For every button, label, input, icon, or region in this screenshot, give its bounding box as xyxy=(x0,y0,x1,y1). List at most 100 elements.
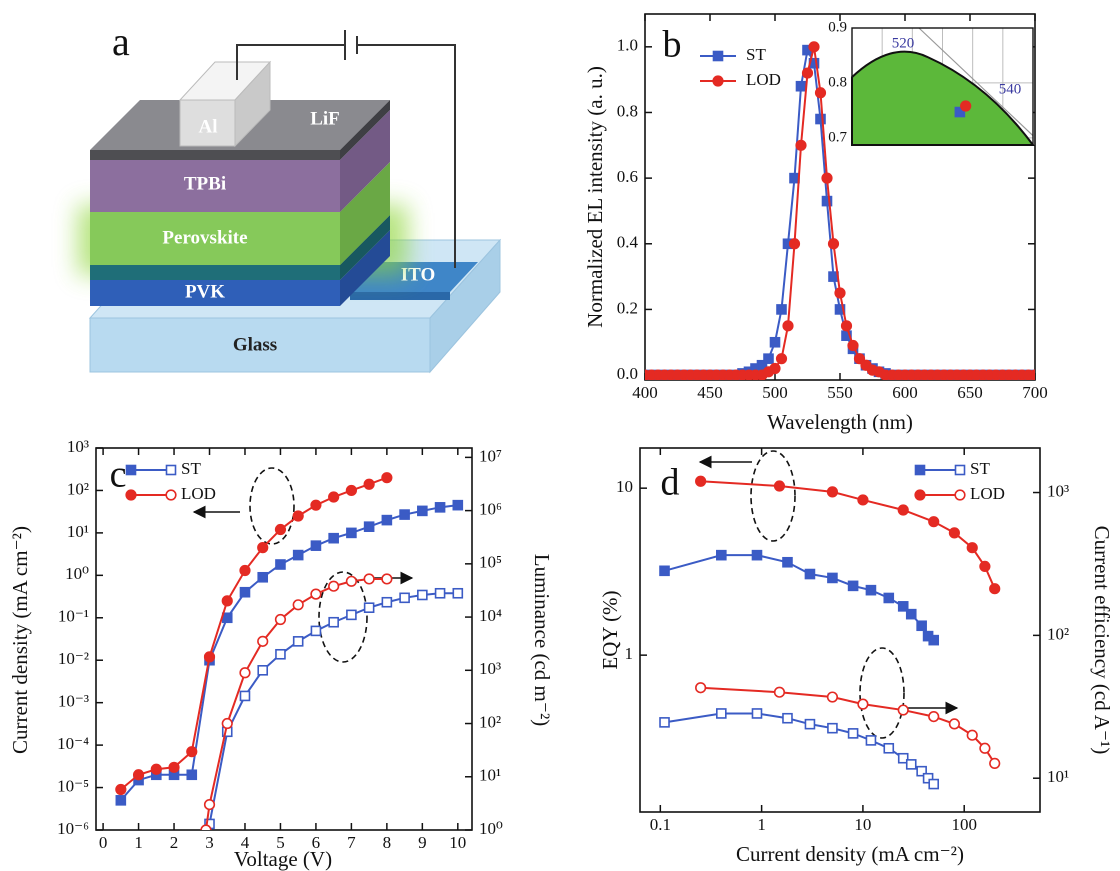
data-point xyxy=(716,549,727,561)
series-line xyxy=(120,476,388,791)
data-point xyxy=(922,772,934,784)
data-point xyxy=(434,502,446,513)
purity-line xyxy=(918,27,1034,137)
data-point xyxy=(257,542,269,554)
data-point xyxy=(328,532,339,544)
x-tick-label: 0.1 xyxy=(650,815,671,834)
pvk-front xyxy=(90,280,340,306)
data-point xyxy=(328,580,340,592)
y-tick-label: 10⁻⁴ xyxy=(57,734,89,753)
data-point xyxy=(310,588,322,600)
data-point xyxy=(363,478,375,490)
y-tick-label: 1.0 xyxy=(617,36,638,55)
y-tick-label: 10¹ xyxy=(67,522,89,541)
lif-side xyxy=(340,100,390,160)
legend: ST LOD xyxy=(125,459,216,503)
data-point xyxy=(659,565,670,577)
y2-axis-title: Luminance (cd m⁻²) xyxy=(530,554,554,726)
x-tick-label: 550 xyxy=(827,383,853,402)
tpbi-side xyxy=(340,110,390,212)
data-point xyxy=(928,778,940,790)
x-axis-title: Voltage (V) xyxy=(234,847,332,871)
y-tick-label: 1 xyxy=(625,644,634,663)
x-tick-label: 100 xyxy=(951,815,977,834)
data-point xyxy=(274,613,287,626)
layer-label: Al xyxy=(199,116,218,137)
data-point xyxy=(751,708,763,719)
inset-tick-label: 0.7 xyxy=(828,129,847,145)
plot-frame xyxy=(644,13,1036,381)
y2-axis-title: Current efficiency (cd A⁻¹) xyxy=(1090,526,1114,755)
y-tick-label: 0.4 xyxy=(617,233,639,252)
data-point xyxy=(966,542,978,554)
data-point xyxy=(916,765,927,777)
data-point xyxy=(221,612,233,624)
y-tick-label: 0.8 xyxy=(617,101,638,120)
x-tick-label: 10 xyxy=(449,833,466,852)
data-point xyxy=(186,746,198,758)
data-point xyxy=(989,757,1001,769)
panel-label: b xyxy=(663,24,682,66)
data-point xyxy=(346,609,357,621)
y-tick-label: 10³ xyxy=(67,437,89,456)
y-axis-title: Normalized EL intensity (a. u.) xyxy=(583,66,607,328)
x-axis-title: Current density (mA cm⁻²) xyxy=(736,842,964,866)
x-tick-label: 6 xyxy=(312,833,321,852)
data-point xyxy=(186,769,198,781)
data-point xyxy=(363,602,375,613)
y2-tick-label: 10⁵ xyxy=(479,553,502,572)
x-tick-label: 500 xyxy=(762,383,788,402)
legend: ST LOD xyxy=(700,45,781,89)
series-line xyxy=(120,504,458,801)
y-tick-label: 10⁻² xyxy=(58,649,89,668)
y2-tick-label: 10² xyxy=(479,712,501,731)
data-point xyxy=(948,718,960,730)
x-tick-label: 4 xyxy=(241,833,250,852)
layer-label: Perovskite xyxy=(162,227,247,248)
data-point xyxy=(150,763,162,775)
data-point xyxy=(928,634,940,646)
data-point xyxy=(948,527,960,539)
y-tick-label: 10 xyxy=(616,477,633,496)
plot-frame xyxy=(95,447,473,831)
dashed-ellipse xyxy=(859,647,905,739)
x-tick-label: 400 xyxy=(632,383,658,402)
data-point xyxy=(328,616,339,628)
data-point xyxy=(827,722,838,734)
data-point xyxy=(452,587,464,599)
data-point xyxy=(897,704,909,716)
data-point xyxy=(897,601,909,612)
inset: 0.7 0.8 0.9 520 540 xyxy=(828,19,1035,146)
inset-tick-label: 0.8 xyxy=(828,74,847,90)
interface-side xyxy=(340,215,390,280)
layer-label: TPBi xyxy=(184,173,226,194)
data-point xyxy=(883,742,895,754)
series-group xyxy=(659,475,1001,790)
data-point xyxy=(328,491,340,503)
data-point xyxy=(827,238,840,250)
data-point xyxy=(452,499,464,511)
data-point xyxy=(381,514,393,526)
x-tick-label: 1 xyxy=(757,815,766,834)
data-point xyxy=(782,712,793,724)
data-point xyxy=(310,540,322,551)
data-point xyxy=(776,304,787,315)
y-tick-label: 10² xyxy=(67,479,89,498)
data-point xyxy=(865,735,877,746)
data-point xyxy=(883,592,895,604)
data-point xyxy=(834,304,846,315)
x-tick-label: 9 xyxy=(418,833,427,852)
device-diagram: a Glass ITO PVK Perovskite TPBi LiF xyxy=(78,19,502,374)
panel-label: c xyxy=(110,454,127,496)
legend-label: LOD xyxy=(181,484,216,503)
y-tick-label: 10⁻³ xyxy=(58,692,89,711)
data-point xyxy=(239,586,251,598)
data-point xyxy=(834,287,846,299)
panel-label: a xyxy=(112,19,130,64)
data-point xyxy=(381,472,393,484)
x-tick-label: 7 xyxy=(347,833,356,852)
data-point xyxy=(897,752,909,764)
data-point xyxy=(310,499,322,511)
data-point xyxy=(381,596,393,608)
data-point xyxy=(954,106,966,118)
